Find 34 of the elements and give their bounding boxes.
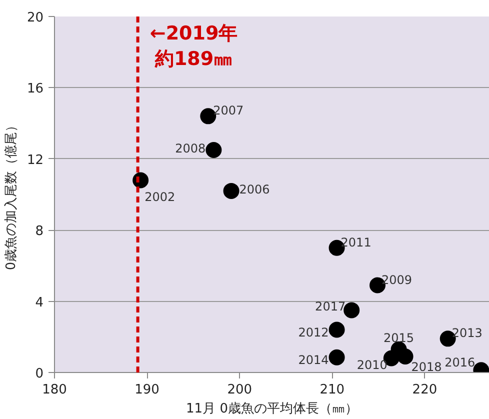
point [223,182,240,199]
x-tick-label: 200 [227,382,252,398]
point [397,348,414,364]
x-tick-label: 180 [42,382,67,398]
x-tick-label: 190 [134,382,160,398]
ref-line-label: ←2019年約189㎜ [150,22,238,70]
y-tick-label: 4 [35,295,44,310]
annotation: 2011 [340,235,372,250]
annotation: 2012 [298,325,329,340]
x-tick-label: 210 [320,382,345,398]
x-axis-title: 11月 0歳魚の平均体長（㎜） [186,402,358,416]
annotation: 2015 [384,330,414,345]
annotation: 2014 [298,352,329,367]
annotation: 2009 [382,272,412,287]
point [206,142,222,158]
annotation: 2017 [315,300,346,314]
y-tick-label: 12 [26,152,44,168]
annotation: 2002 [144,190,176,204]
point [328,322,345,338]
point [328,349,345,366]
y-tick-label: 16 [26,82,44,97]
annotation: 2006 [239,182,270,196]
y-tick-label: 8 [35,224,44,240]
annotation: 2008 [175,142,206,156]
annotation: 2007 [213,104,244,118]
point [344,302,360,318]
annotation: 2016 [444,356,476,370]
x-tick-label: 220 [412,382,438,398]
y-tick-label: 0 [35,366,44,382]
y-axis-title: 0歳魚の加入尾数（億尾） [4,118,19,270]
annotation: 2013 [452,326,482,340]
annotation: 2018 [411,360,442,374]
y-tick-label: 20 [26,10,44,26]
annotation: 2010 [356,358,388,372]
